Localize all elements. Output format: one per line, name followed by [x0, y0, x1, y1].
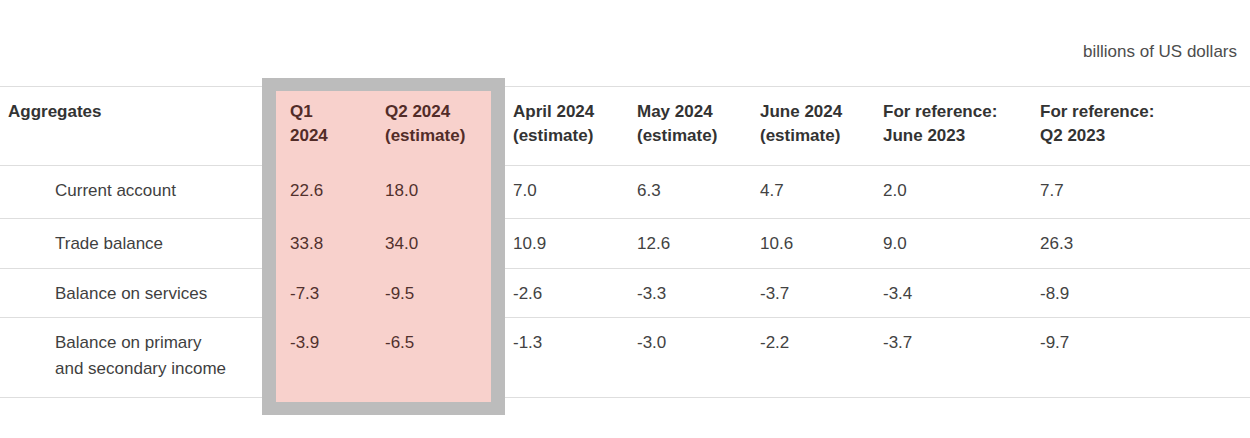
value-cell: 22.6 — [276, 166, 371, 219]
column-header: Q2 2024 (estimate) — [371, 87, 491, 166]
value-cell: -8.9 — [1026, 269, 1250, 318]
value-cell: 6.3 — [623, 166, 746, 219]
value-cell: 34.0 — [371, 219, 491, 269]
table-body: Current account22.618.07.06.34.72.07.7Tr… — [0, 166, 1250, 398]
row-label: Current account — [0, 166, 276, 219]
column-header: For reference: June 2023 — [869, 87, 1026, 166]
table-row: Balance on services-7.3-9.5-2.6-3.3-3.7-… — [0, 269, 1250, 318]
value-cell: 12.6 — [623, 219, 746, 269]
statistics-table-page: billions of US dollars Aggregates Q1 202… — [0, 0, 1250, 438]
column-header: April 2024 (estimate) — [491, 87, 623, 166]
value-cell: 10.9 — [491, 219, 623, 269]
value-cell: -6.5 — [371, 318, 491, 398]
value-cell: -1.3 — [491, 318, 623, 398]
value-cell: 7.0 — [491, 166, 623, 219]
value-cell: -2.2 — [746, 318, 869, 398]
value-cell: 7.7 — [1026, 166, 1250, 219]
value-cell: 33.8 — [276, 219, 371, 269]
table-row: Trade balance33.834.010.912.610.69.026.3 — [0, 219, 1250, 269]
value-cell: 4.7 — [746, 166, 869, 219]
column-header: May 2024 (estimate) — [623, 87, 746, 166]
value-cell: -9.7 — [1026, 318, 1250, 398]
row-label: Balance on services — [0, 269, 276, 318]
row-label: Balance on primary and secondary income — [0, 318, 276, 398]
value-cell: 18.0 — [371, 166, 491, 219]
value-cell: -3.7 — [746, 269, 869, 318]
table-row: Balance on primary and secondary income-… — [0, 318, 1250, 398]
units-caption: billions of US dollars — [1083, 42, 1237, 62]
value-cell: -7.3 — [276, 269, 371, 318]
column-header: June 2024 (estimate) — [746, 87, 869, 166]
value-cell: -9.5 — [371, 269, 491, 318]
aggregates-table: Aggregates Q1 2024Q2 2024 (estimate)Apri… — [0, 86, 1250, 398]
value-cell: -2.6 — [491, 269, 623, 318]
column-header-aggregates: Aggregates — [0, 87, 276, 166]
value-cell: 10.6 — [746, 219, 869, 269]
value-cell: -3.7 — [869, 318, 1026, 398]
table-header-row: Aggregates Q1 2024Q2 2024 (estimate)Apri… — [0, 87, 1250, 166]
row-label: Trade balance — [0, 219, 276, 269]
value-cell: -3.3 — [623, 269, 746, 318]
value-cell: -3.4 — [869, 269, 1026, 318]
value-cell: -3.0 — [623, 318, 746, 398]
value-cell: 26.3 — [1026, 219, 1250, 269]
column-header: Q1 2024 — [276, 87, 371, 166]
value-cell: 9.0 — [869, 219, 1026, 269]
column-header: For reference: Q2 2023 — [1026, 87, 1250, 166]
table-row: Current account22.618.07.06.34.72.07.7 — [0, 166, 1250, 219]
value-cell: -3.9 — [276, 318, 371, 398]
value-cell: 2.0 — [869, 166, 1026, 219]
